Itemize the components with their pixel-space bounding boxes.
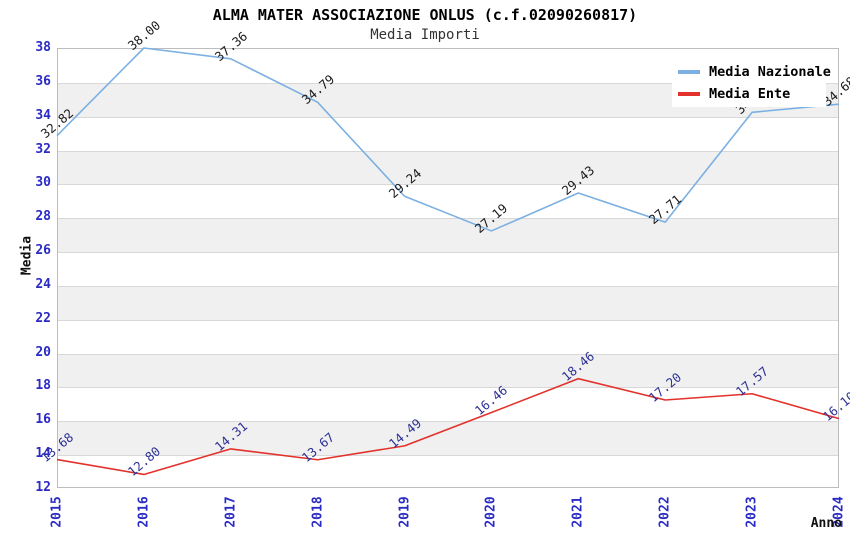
gridline	[58, 387, 838, 389]
gridline	[58, 455, 838, 457]
gridline	[58, 150, 838, 152]
plot-band	[58, 285, 838, 320]
y-tick-label: 28	[35, 209, 51, 225]
legend-label-media-nazionale: Media Nazionale	[709, 64, 831, 80]
gridline	[58, 218, 838, 220]
legend-line-swatch-blue	[678, 70, 700, 74]
y-tick-label: 24	[35, 276, 51, 292]
y-tick-label: 34	[35, 107, 51, 123]
legend-label-media-ente: Media Ente	[709, 86, 791, 102]
y-tick-label: 16	[35, 412, 51, 428]
legend-line-swatch-red	[678, 92, 700, 96]
legend-item-media-ente: Media Ente	[678, 83, 826, 105]
y-tick-label: 38	[35, 40, 51, 55]
legend: Media Nazionale Media Ente	[672, 57, 831, 107]
chart-subtitle: Media Importi	[370, 27, 480, 43]
y-tick-label: 26	[35, 243, 51, 259]
series-line-media-nazionale	[56, 47, 840, 232]
y-tick-label: 12	[35, 480, 51, 495]
gridline	[58, 421, 838, 423]
gridline	[58, 285, 838, 287]
y-tick-label: 32	[35, 141, 51, 157]
y-tick-label: 22	[35, 310, 51, 326]
series-line-media-ente	[56, 377, 840, 476]
y-tick-label: 36	[35, 73, 51, 89]
x-tick-label: 2023	[744, 496, 760, 528]
plot-area	[57, 48, 839, 488]
x-tick-label: 2022	[657, 496, 673, 528]
x-tick-label: 2017	[223, 496, 239, 528]
y-tick-label: 14	[35, 446, 51, 462]
x-axis-title: Anno	[810, 516, 842, 531]
x-tick-label: 2020	[483, 496, 499, 528]
y-tick-label: 30	[35, 175, 51, 191]
line-series-layer	[56, 47, 840, 476]
x-tick-label: 2015	[49, 496, 65, 528]
x-tick-label: 2021	[570, 496, 586, 528]
x-tick-label: 2019	[397, 496, 413, 528]
gridline	[58, 252, 838, 254]
x-tick-label: 2018	[310, 496, 326, 528]
plot-band	[58, 353, 838, 388]
gridline	[58, 82, 838, 84]
gridline	[58, 353, 838, 355]
chart-title: ALMA MATER ASSOCIAZIONE ONLUS (c.f.02090…	[212, 6, 638, 24]
plot-band	[58, 218, 838, 253]
gridline	[58, 184, 838, 186]
gridline	[58, 319, 838, 321]
legend-item-media-nazionale: Media Nazionale	[678, 61, 831, 83]
y-tick-label: 20	[35, 344, 51, 360]
y-tick-label: 18	[35, 378, 51, 394]
plot-band	[58, 421, 838, 456]
gridline	[58, 116, 838, 118]
x-tick-label: 2016	[136, 496, 152, 528]
